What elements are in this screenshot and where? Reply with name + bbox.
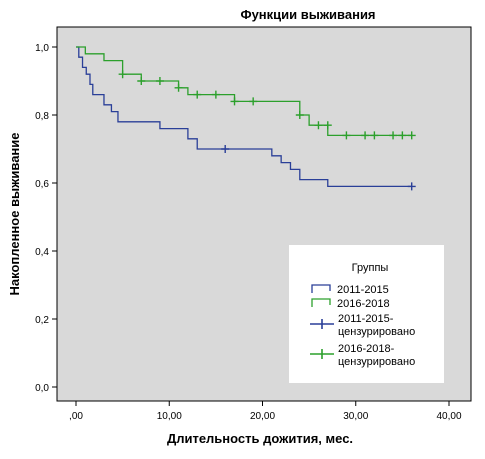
censor-mark-2016-2018: [174, 83, 183, 92]
survival-curve-2011-2015: [76, 46, 412, 188]
survival-curve-2016-2018: [76, 46, 412, 137]
legend-title: Группы: [352, 262, 389, 274]
legend-label-line2: цензурировано: [338, 326, 415, 338]
legend-label: 2011-2015: [337, 284, 389, 296]
censor-mark-2016-2018: [407, 131, 416, 140]
censor-mark-2016-2018: [230, 97, 239, 106]
x-axis-label: Длительность дожития, мес.: [167, 431, 353, 446]
censor-mark-2016-2018: [193, 90, 202, 99]
legend-label: 2016-2018: [337, 298, 390, 310]
censor-mark-2011-2015: [221, 145, 230, 153]
censor-mark-2016-2018: [314, 121, 323, 130]
legend-censor-swatch-2016-2018: [310, 349, 334, 359]
y-tick-label: 0,2: [35, 315, 49, 326]
censor-mark-2016-2018: [155, 77, 164, 85]
censor-mark-2016-2018: [370, 131, 379, 140]
legend-label-line2: цензурировано: [338, 356, 415, 368]
censor-mark-2016-2018: [211, 90, 220, 99]
y-tick-label: 1,0: [35, 43, 49, 54]
censor-mark-2016-2018: [295, 111, 304, 119]
x-tick-label: 10,00: [157, 411, 182, 422]
y-tick-label: 0,4: [35, 247, 49, 258]
censor-mark-2016-2018: [342, 131, 351, 140]
censor-mark-2016-2018: [389, 131, 398, 140]
chart-title: Функции выживания: [240, 7, 375, 22]
legend-swatch-2016-2018: [311, 298, 331, 307]
x-tick-label: 30,00: [343, 411, 368, 422]
y-tick-label: 0,0: [35, 383, 49, 394]
legend-label-line1: 2016-2018-: [338, 343, 395, 355]
x-tick-label: ,00: [69, 411, 83, 422]
legend-censor-swatch-2011-2015: [310, 319, 334, 329]
censor-mark-2016-2018: [118, 70, 127, 79]
censor-mark-2016-2018: [137, 77, 146, 85]
legend-box: [289, 245, 444, 383]
legend-swatch-2011-2015: [311, 284, 331, 293]
legend-label-line1: 2011-2015-: [338, 313, 394, 325]
censor-mark-2016-2018: [249, 97, 258, 106]
x-tick-label: 20,00: [250, 411, 275, 422]
y-tick-label: 0,6: [35, 179, 49, 190]
censor-mark-2016-2018: [323, 121, 332, 130]
censor-mark-2016-2018: [361, 131, 370, 140]
x-tick-label: 40,00: [436, 411, 461, 422]
censor-mark-2016-2018: [398, 131, 407, 140]
y-tick-label: 0,8: [35, 111, 49, 122]
censor-mark-2011-2015: [407, 182, 416, 191]
y-axis-label: Накопленное выживание: [7, 133, 22, 296]
